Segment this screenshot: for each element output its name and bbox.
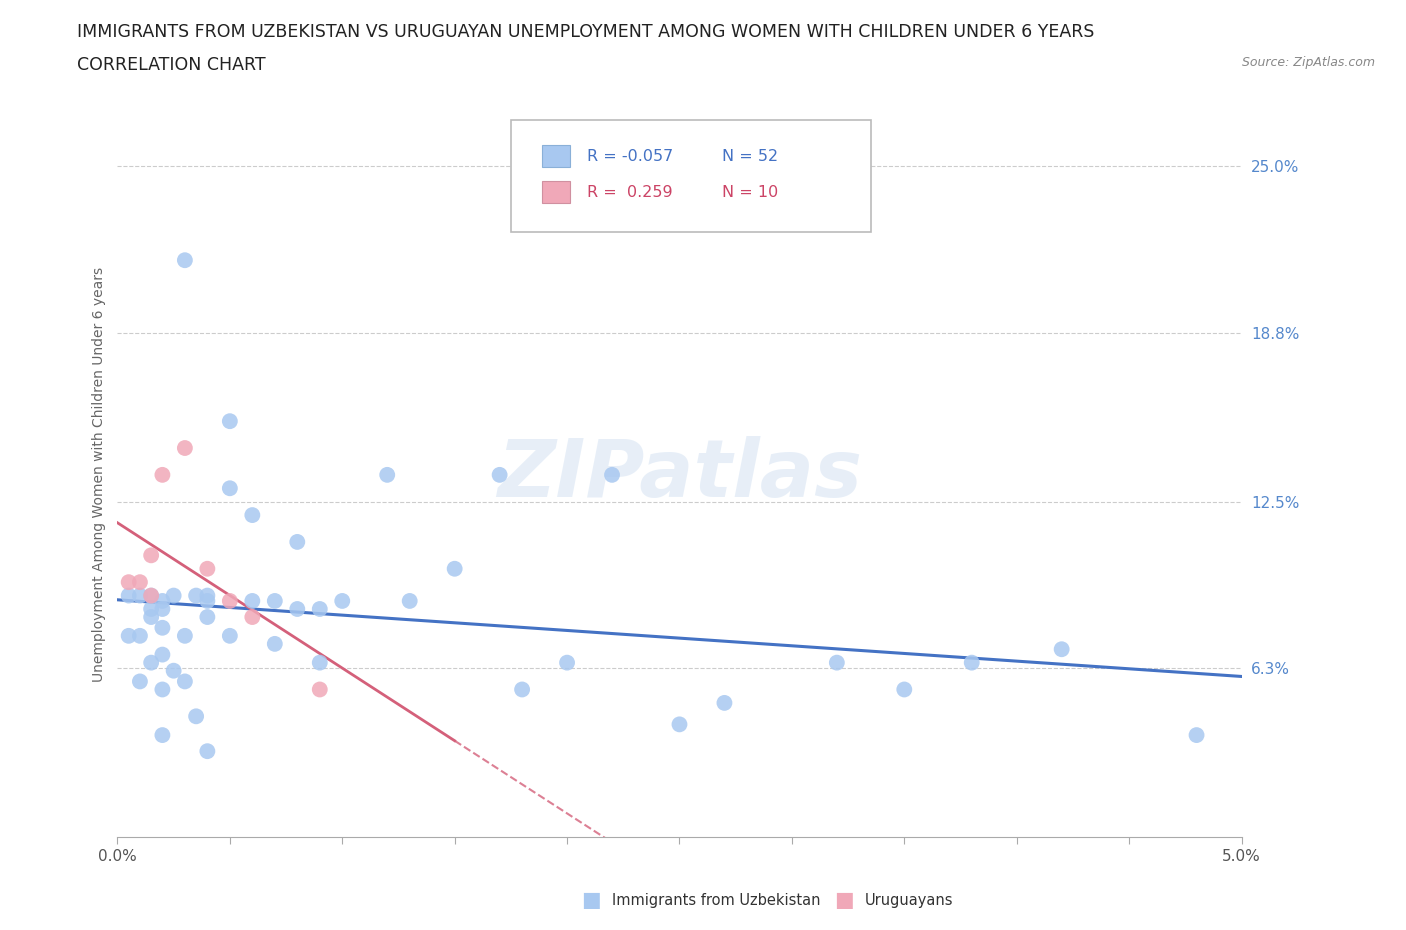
Point — [141, 609, 163, 624]
Point — [1050, 642, 1073, 657]
Point — [240, 508, 263, 523]
Point — [195, 588, 218, 603]
Point — [375, 468, 398, 483]
Point — [285, 535, 308, 550]
Point — [960, 656, 983, 671]
Point — [163, 663, 186, 678]
Point — [141, 588, 163, 603]
Point — [240, 593, 263, 608]
Point — [184, 709, 207, 724]
Point — [129, 575, 152, 590]
Point — [173, 629, 195, 644]
Point — [129, 674, 152, 689]
Text: N = 10: N = 10 — [723, 185, 779, 200]
Point — [285, 602, 308, 617]
Text: N = 52: N = 52 — [723, 149, 779, 164]
Point — [218, 481, 240, 496]
Point — [195, 744, 218, 759]
Point — [152, 602, 174, 617]
Point — [141, 548, 163, 563]
Point — [443, 562, 465, 577]
Point — [152, 468, 174, 483]
Text: Uruguayans: Uruguayans — [865, 893, 953, 908]
Point — [1185, 727, 1208, 742]
Point — [308, 602, 330, 617]
Point — [118, 575, 141, 590]
Point — [141, 588, 163, 603]
Point — [141, 602, 163, 617]
FancyBboxPatch shape — [510, 120, 870, 232]
Text: ■: ■ — [834, 890, 853, 910]
Point — [510, 682, 533, 697]
Point — [118, 588, 141, 603]
Text: IMMIGRANTS FROM UZBEKISTAN VS URUGUAYAN UNEMPLOYMENT AMONG WOMEN WITH CHILDREN U: IMMIGRANTS FROM UZBEKISTAN VS URUGUAYAN … — [77, 23, 1095, 41]
Text: R =  0.259: R = 0.259 — [588, 185, 673, 200]
Point — [129, 588, 152, 603]
Text: ■: ■ — [581, 890, 600, 910]
Point — [152, 682, 174, 697]
Point — [141, 656, 163, 671]
Point — [263, 593, 285, 608]
Point — [152, 593, 174, 608]
Point — [195, 562, 218, 577]
Y-axis label: Unemployment Among Women with Children Under 6 years: Unemployment Among Women with Children U… — [93, 267, 107, 683]
Text: CORRELATION CHART: CORRELATION CHART — [77, 56, 266, 73]
Point — [308, 682, 330, 697]
Point — [218, 593, 240, 608]
Text: ZIPatlas: ZIPatlas — [496, 436, 862, 514]
Point — [195, 609, 218, 624]
Point — [152, 620, 174, 635]
Point — [398, 593, 420, 608]
Point — [218, 629, 240, 644]
Point — [600, 468, 623, 483]
Point — [240, 609, 263, 624]
Point — [555, 656, 578, 671]
Point — [195, 593, 218, 608]
Point — [152, 647, 174, 662]
Point — [118, 629, 141, 644]
Point — [163, 588, 186, 603]
Point — [825, 656, 848, 671]
Point — [152, 727, 174, 742]
Point — [668, 717, 690, 732]
Point — [173, 674, 195, 689]
Point — [893, 682, 915, 697]
Point — [713, 696, 735, 711]
Point — [308, 656, 330, 671]
Text: Immigrants from Uzbekistan: Immigrants from Uzbekistan — [612, 893, 820, 908]
Point — [263, 636, 285, 651]
Text: R = -0.057: R = -0.057 — [588, 149, 673, 164]
FancyBboxPatch shape — [543, 181, 571, 203]
Point — [173, 253, 195, 268]
Point — [218, 414, 240, 429]
Point — [184, 588, 207, 603]
FancyBboxPatch shape — [543, 145, 571, 167]
Point — [330, 593, 353, 608]
Point — [129, 629, 152, 644]
Text: Source: ZipAtlas.com: Source: ZipAtlas.com — [1241, 56, 1375, 69]
Point — [173, 441, 195, 456]
Point — [488, 468, 510, 483]
